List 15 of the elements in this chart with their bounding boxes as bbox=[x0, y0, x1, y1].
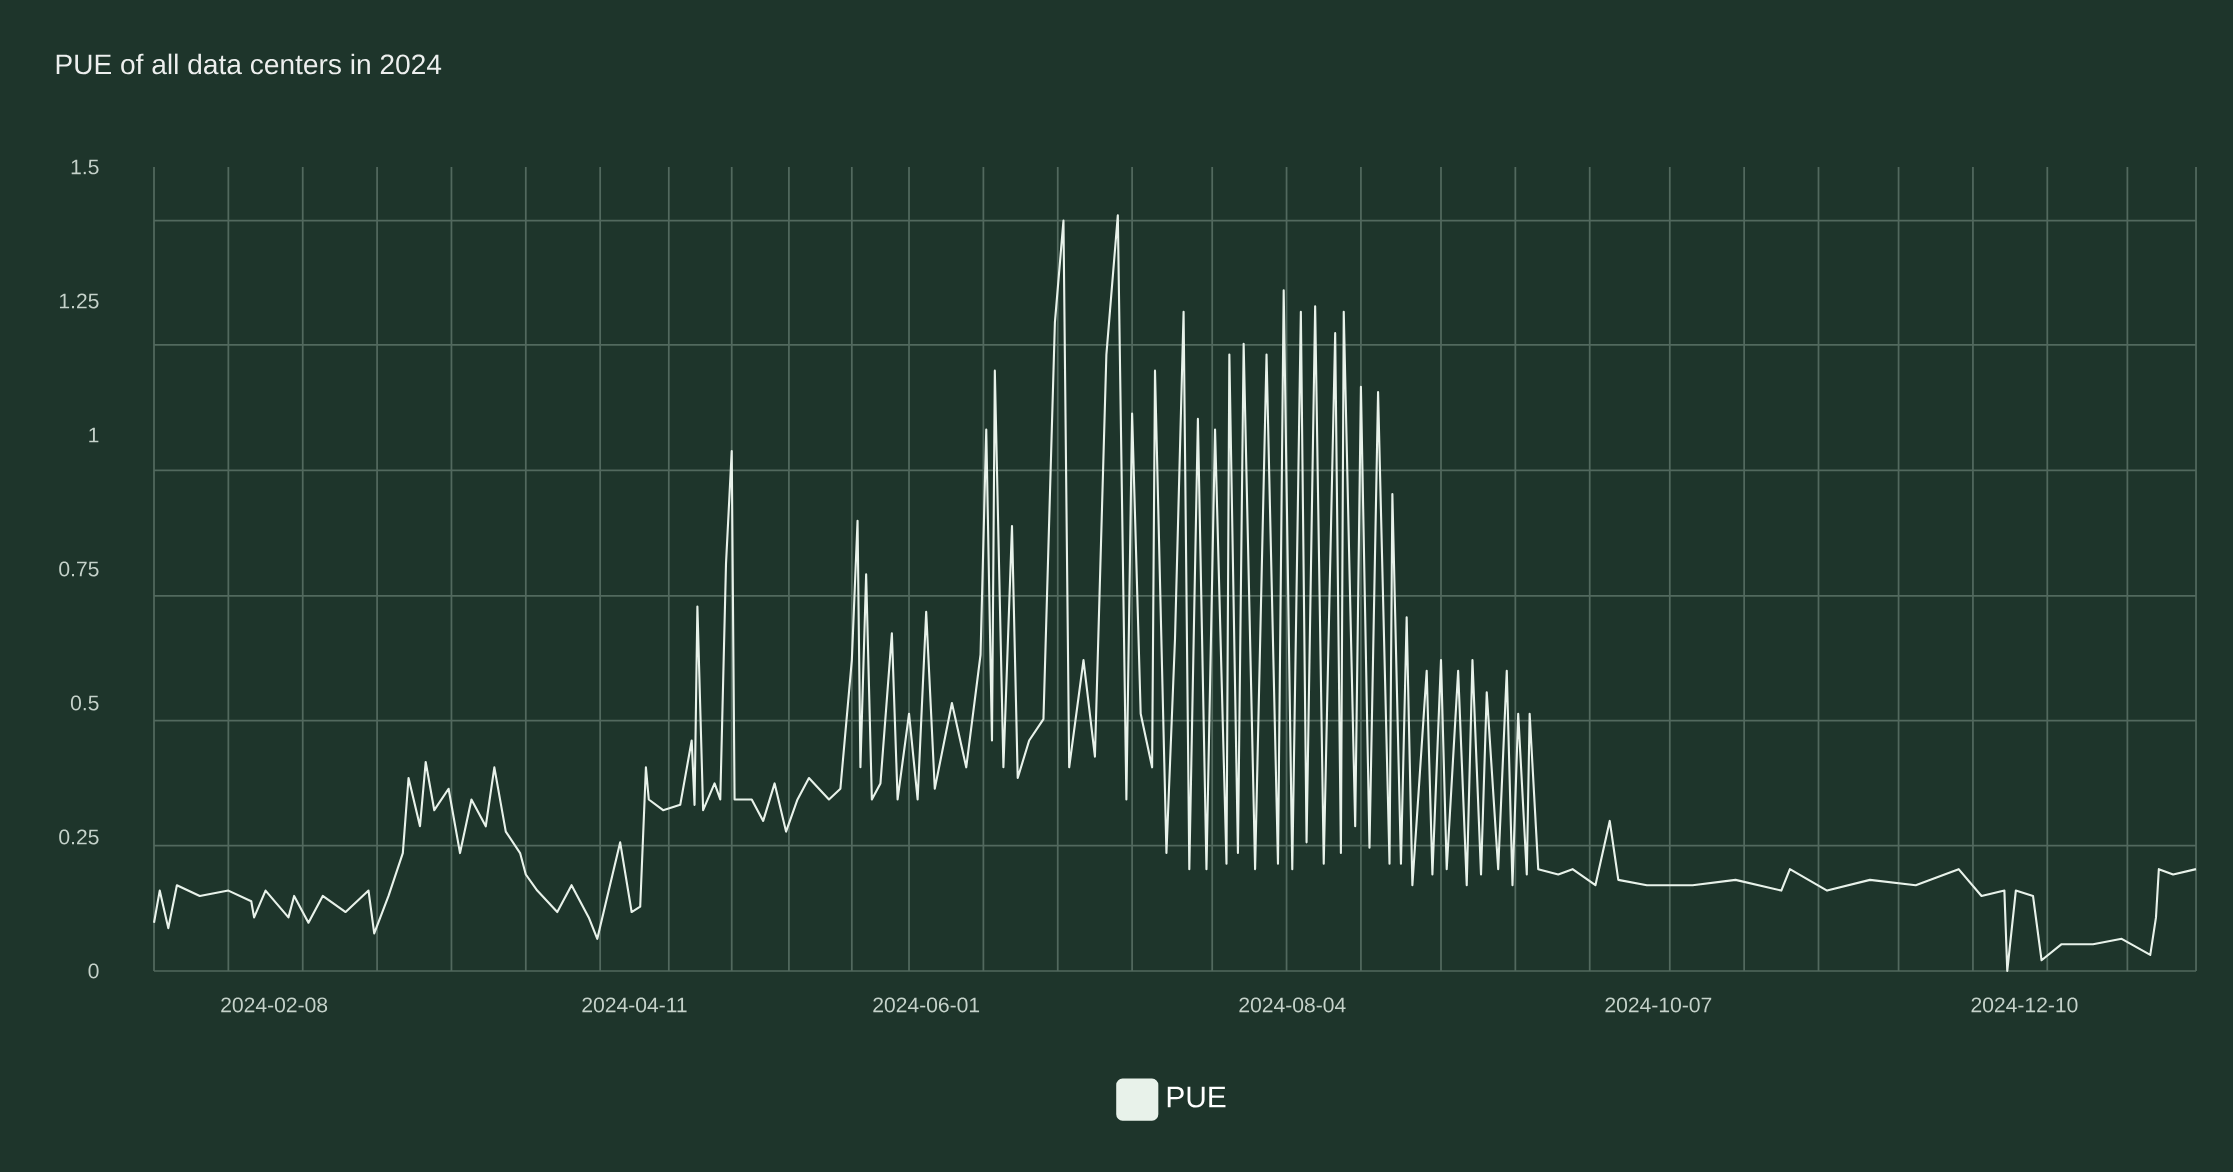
y-tick-label: 1.25 bbox=[59, 293, 99, 309]
chart-title: PUE of all data centers in 2024 bbox=[56, 53, 442, 75]
x-tick-label: 2024-06-01 bbox=[873, 997, 980, 1013]
x-tick-label: 2024-10-07 bbox=[1605, 997, 1712, 1013]
y-tick-label: 0.75 bbox=[59, 561, 99, 577]
y-tick-label: 0.25 bbox=[59, 829, 99, 845]
legend-label: PUE bbox=[1167, 1086, 1226, 1108]
x-tick-label: 2024-12-10 bbox=[1971, 997, 2078, 1013]
x-tick-label: 2024-08-04 bbox=[1239, 997, 1346, 1013]
x-tick-label: 2024-02-08 bbox=[221, 997, 328, 1013]
y-tick-label: 1 bbox=[89, 427, 99, 443]
y-tick-label: 0.5 bbox=[70, 695, 99, 711]
y-tick-label: 0 bbox=[88, 963, 99, 979]
x-tick-label: 2024-04-11 bbox=[582, 997, 687, 1013]
y-tick-label: 1.5 bbox=[71, 159, 99, 175]
